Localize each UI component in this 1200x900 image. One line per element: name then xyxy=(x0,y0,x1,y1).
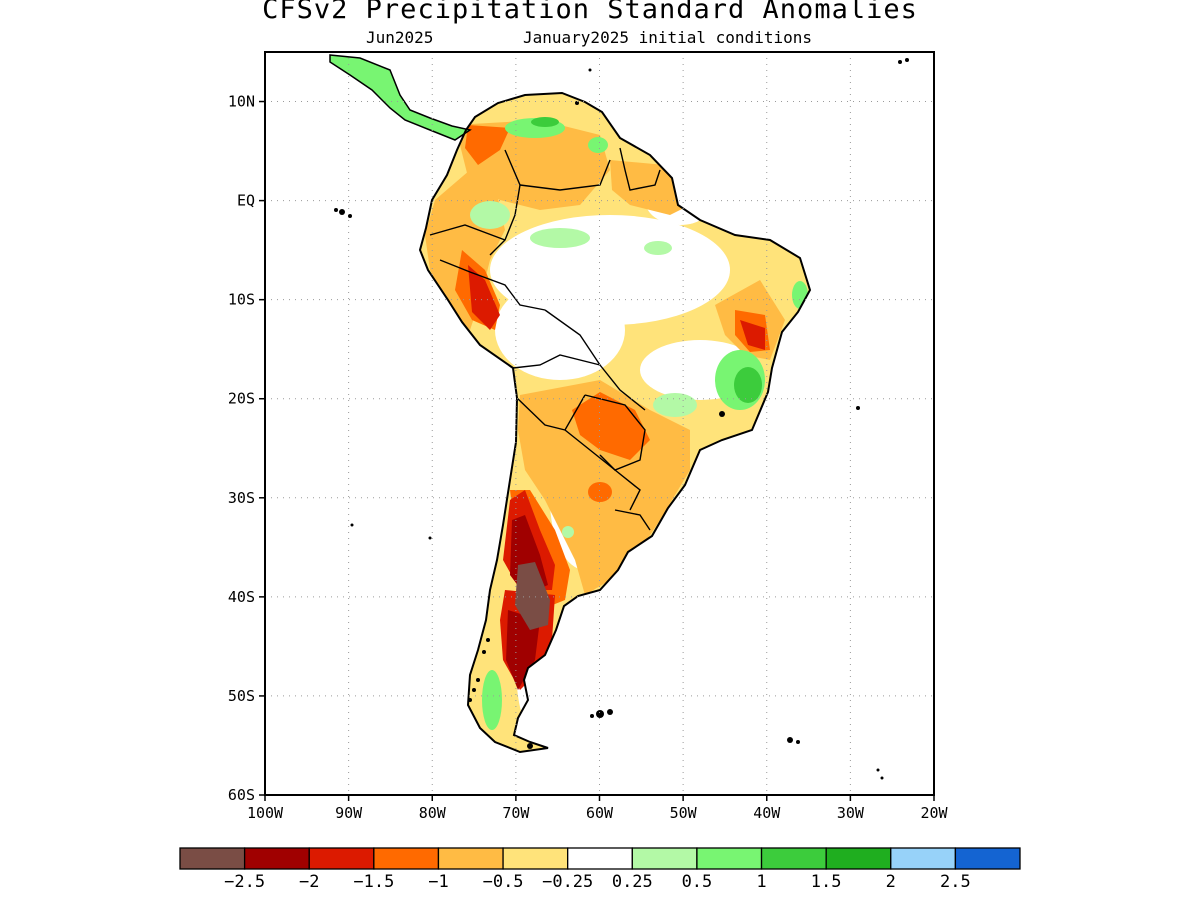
colorbar-label: 2 xyxy=(886,872,896,892)
colorbar-label: −1 xyxy=(428,872,448,892)
y-tick-label: 20S xyxy=(228,390,255,408)
x-tick-label: 40W xyxy=(753,804,781,822)
colorbar-swatch xyxy=(502,847,569,870)
colorbar-label: −0.25 xyxy=(542,872,593,892)
colorbar-swatch xyxy=(437,847,504,870)
colorbar-swatch xyxy=(567,847,633,870)
colorbar-swatch xyxy=(631,847,698,870)
colorbar-label: 1.5 xyxy=(811,872,842,892)
x-tick-label: 100W xyxy=(247,804,284,822)
colorbar-label: 1 xyxy=(756,872,766,892)
colorbar-label: −0.5 xyxy=(483,872,524,892)
x-tick-label: 20W xyxy=(920,804,948,822)
colorbar-label: 0.25 xyxy=(612,872,653,892)
y-tick-label: 10N xyxy=(228,93,255,111)
colorbar-swatch xyxy=(243,847,310,870)
x-tick-label: 70W xyxy=(502,804,530,822)
x-tick-label: 60W xyxy=(586,804,614,822)
initial-conditions: January2025 initial conditions xyxy=(523,28,812,47)
y-tick-label: EQ xyxy=(237,192,255,210)
colorbar-swatch xyxy=(308,847,375,870)
south-america-coastline xyxy=(418,91,812,754)
y-tick-label: 40S xyxy=(228,588,255,606)
colorbar-swatch xyxy=(179,847,246,870)
y-tick-label: 30S xyxy=(228,489,255,507)
colorbar-swatch xyxy=(373,847,440,870)
x-tick-label: 80W xyxy=(419,804,447,822)
x-tick-label: 90W xyxy=(335,804,363,822)
forecast-month: Jun2025 xyxy=(366,28,434,47)
colorbar-swatch xyxy=(954,847,1021,870)
islands xyxy=(334,58,909,780)
latitude-ticks: 10N EQ 10S 20S 30S 40S 50S 60S xyxy=(228,93,265,804)
central-america xyxy=(329,54,472,141)
longitude-ticks: 100W 90W 80W 70W 60W 50W 40W 30W 20W xyxy=(247,795,949,822)
colorbar-label: −2 xyxy=(299,872,319,892)
colorbar-label: 2.5 xyxy=(940,872,971,892)
colorbar-label: −1.5 xyxy=(353,872,394,892)
colorbar-swatch xyxy=(760,847,827,870)
y-tick-label: 10S xyxy=(228,291,255,309)
y-tick-label: 60S xyxy=(228,786,255,804)
country-borders xyxy=(429,147,661,531)
x-tick-label: 50W xyxy=(670,804,698,822)
colorbar-swatch xyxy=(890,847,957,870)
x-tick-label: 30W xyxy=(837,804,865,822)
colorbar-label: −2.5 xyxy=(224,872,265,892)
map-title: CFSv2 Precipitation Standard Anomalies xyxy=(262,0,918,25)
colorbar-label: 0.5 xyxy=(682,872,713,892)
colorbar-swatch xyxy=(825,847,892,870)
colorbar-swatch xyxy=(696,847,763,870)
anomaly-shading xyxy=(420,93,810,752)
colorbar: −2.5 −2 −1.5 −1 −0.5 −0.25 0.25 0.5 1 1.5 2 2.5 xyxy=(179,847,1021,892)
y-tick-label: 50S xyxy=(228,687,255,705)
